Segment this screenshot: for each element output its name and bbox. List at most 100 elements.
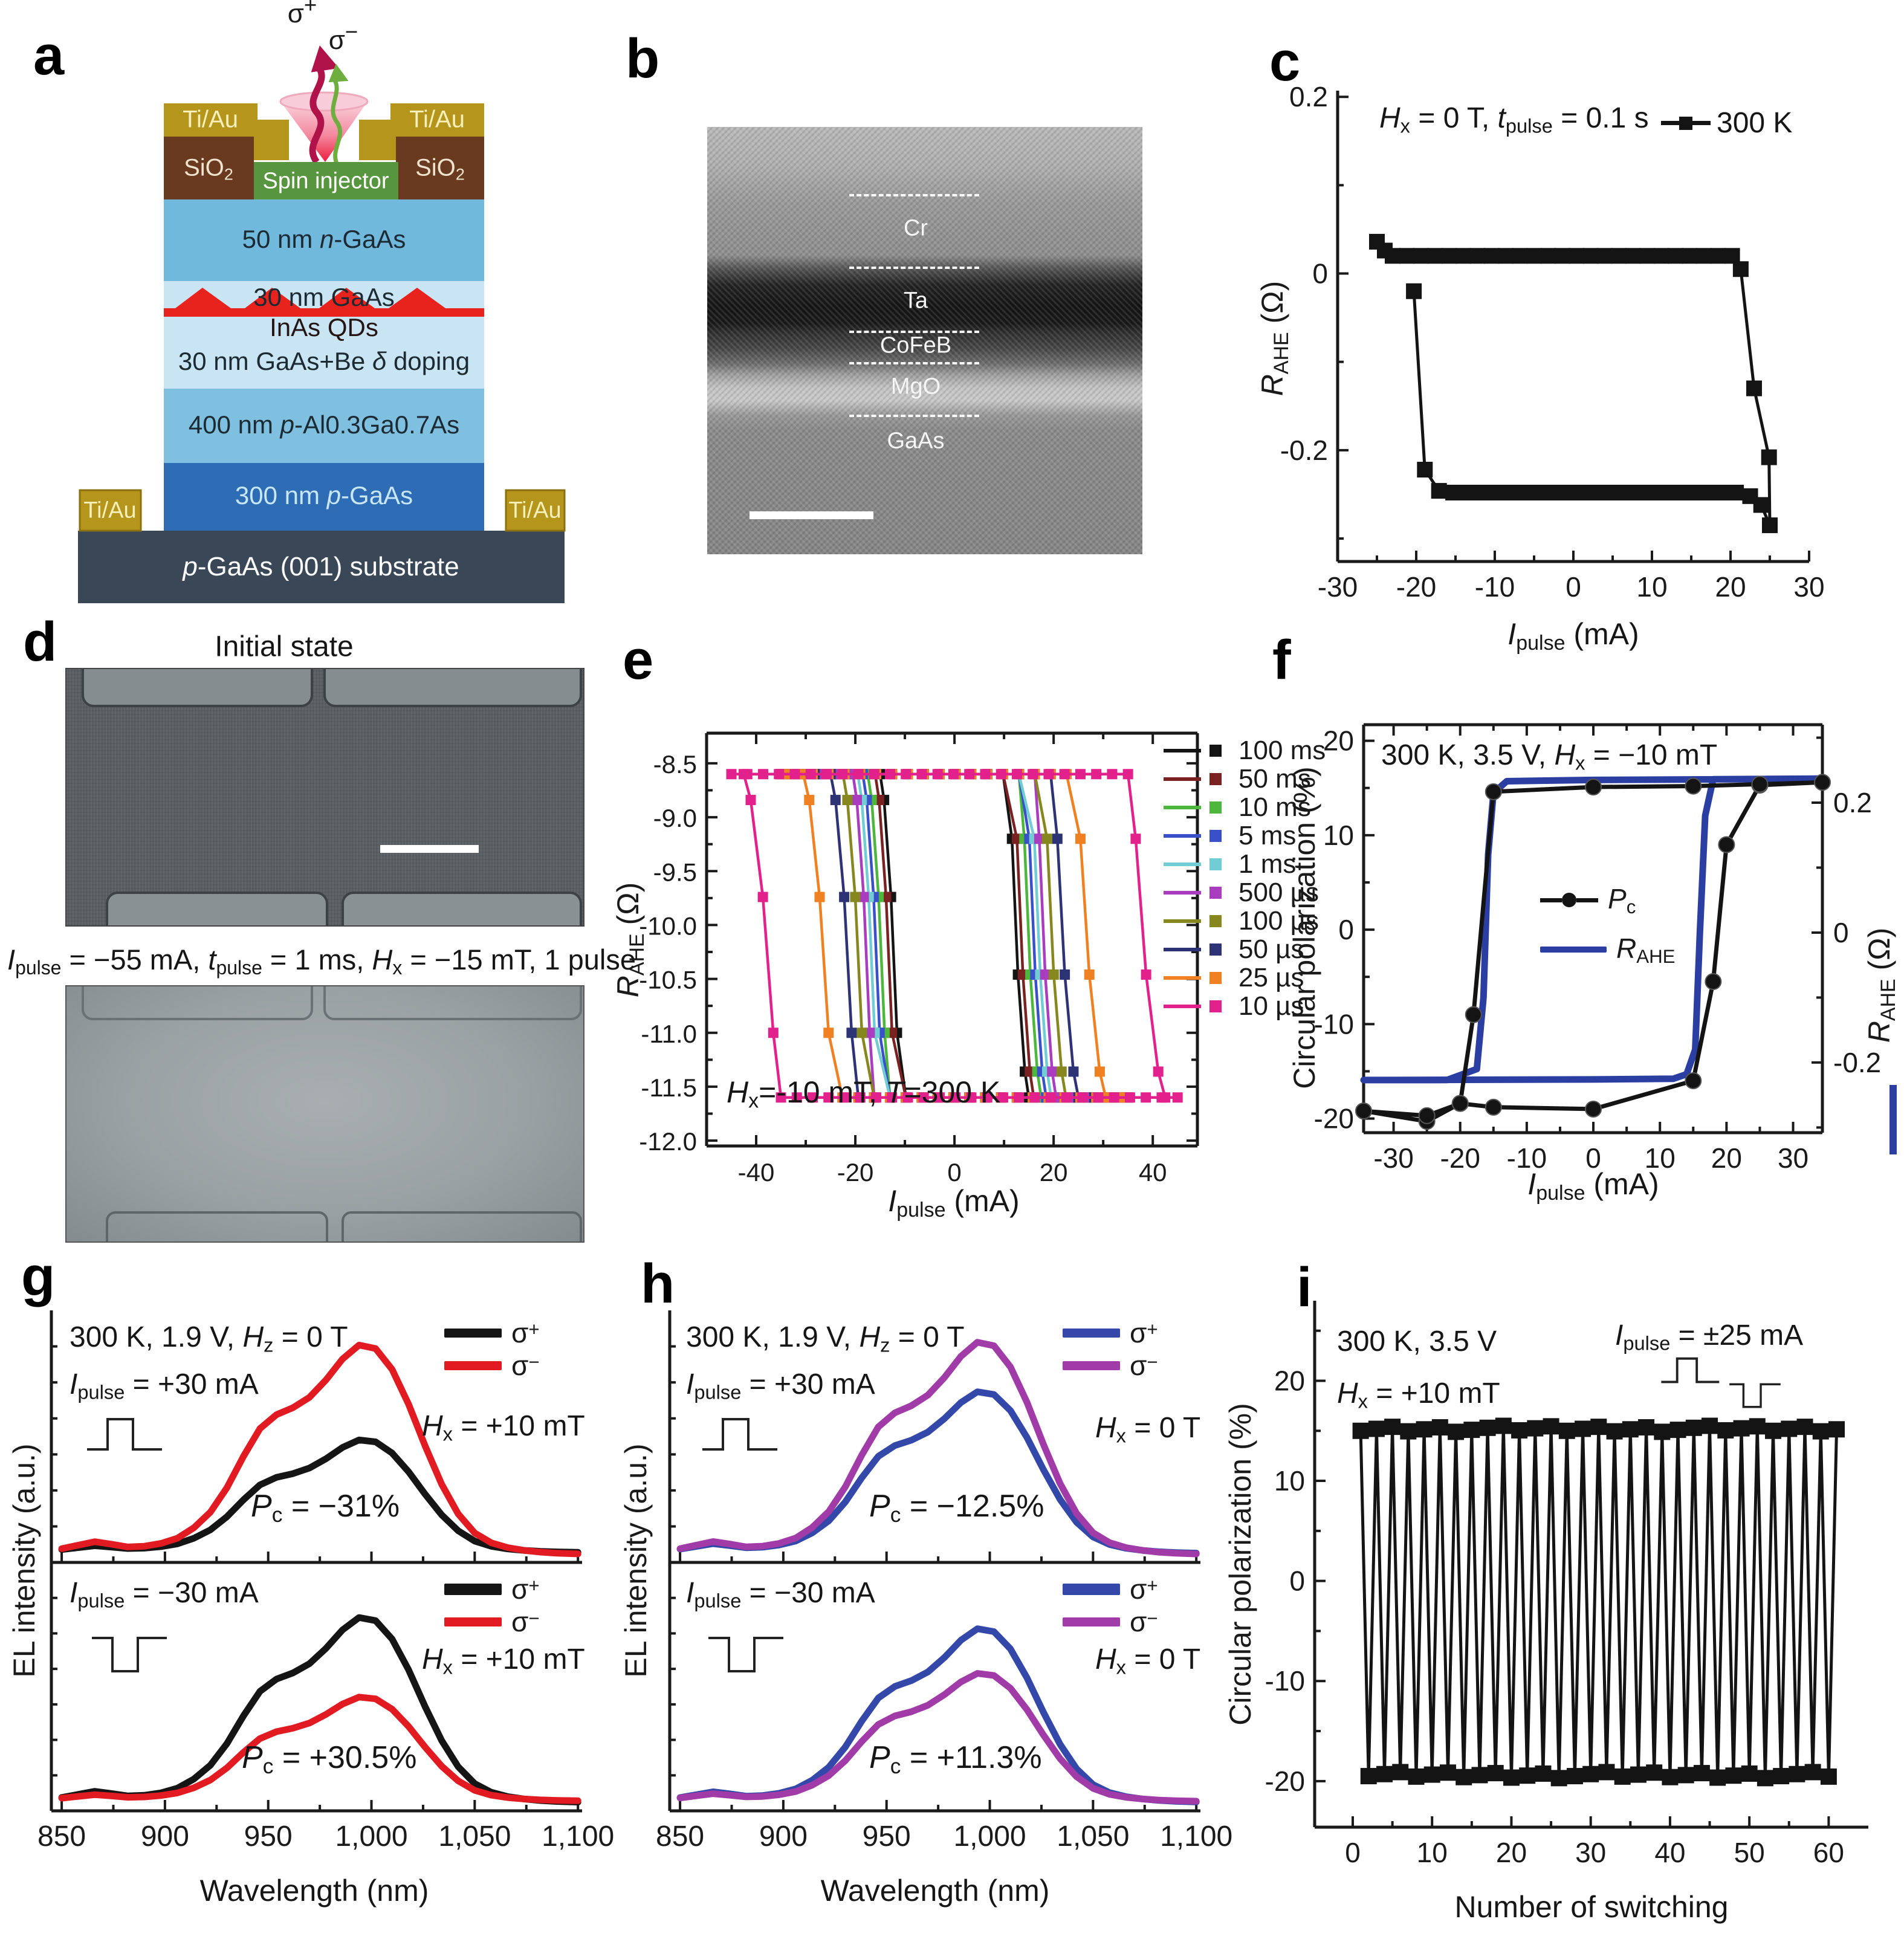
data-point [1431,1419,1448,1435]
data-point [1639,248,1656,264]
y-tick-label: -11.5 [641,1073,697,1102]
y-tick-label: -20 [1265,1766,1305,1797]
h-bottom-pc: Pc = +11.3% [869,1740,1042,1778]
legend-item: 25 µs [1164,963,1326,992]
data-point [1575,1420,1592,1437]
data-point [1075,769,1086,780]
data-point [869,769,879,780]
legend-item-sigma-minus: σ− [1063,1605,1158,1638]
data-point [871,1092,882,1103]
data-point [1075,833,1086,844]
legend-swatch [1164,862,1201,866]
x-tick-label: 30 [1575,1837,1606,1868]
legend-item: 50 µs [1164,934,1326,964]
right-axis-color-key [1889,1085,1897,1154]
series-sigma-minus [676,1670,1200,1805]
data-point [1519,1767,1536,1784]
layer-300nm [164,463,484,531]
legend-swatch [1164,805,1201,809]
legend-label: σ− [511,1606,540,1637]
data-point [1606,1423,1623,1440]
data-point [997,1092,1008,1103]
x-tick-label: 1,000 [953,1821,1026,1853]
data-point [1512,248,1528,264]
data-point [1820,1768,1837,1785]
data-point [1742,488,1758,504]
legend-swatch [1164,976,1201,980]
data-point [1662,1769,1679,1785]
data-point [1488,485,1504,500]
panel-label-g: g [21,1246,56,1307]
sigma-plus-label: σ+ [287,0,317,28]
y-tick-label: -10 [1265,1665,1305,1697]
x-tick-label: 10 [1636,571,1667,603]
data-point [1540,248,1556,264]
laser-cone [280,102,368,162]
series-sigma-minus [676,1339,1200,1558]
data-point [1587,485,1603,500]
data-point [1413,248,1429,264]
legend-item: 10 µs [1164,991,1326,1021]
x-tick-label: 30 [1793,571,1824,603]
chart-c-xlabel: Ipulse (mA) [1507,617,1639,655]
panel-label-f: f [1272,629,1291,691]
legend-swatch [1063,1361,1120,1370]
chart-c-conditions: Hx = 0 T, tpulse = 0.1 s [1379,102,1649,137]
data-point [1479,1419,1496,1436]
data-point [1625,248,1641,264]
data-point [830,795,841,806]
x-tick-label: 40 [1139,1158,1167,1186]
data-point [1611,248,1627,264]
legend-item-sigma-plus: σ+ [1063,1573,1158,1605]
data-point [948,769,959,780]
data-point [1399,248,1415,264]
x-tick-label: 10 [1417,1837,1448,1868]
data-point [1685,777,1702,795]
x-tick-label: 20 [1715,571,1746,603]
layer-boundary-line [849,331,979,333]
data-point [842,795,853,806]
x-tick-label: 850 [656,1821,704,1853]
data-point [1384,1419,1401,1435]
x-tick-label: 900 [141,1821,189,1853]
data-point [1385,248,1400,264]
data-point [901,769,912,780]
x-tick-label: 0 [1566,571,1581,603]
legend-marker [1209,801,1222,814]
data-point [1041,833,1052,844]
panel-label-d: d [23,611,57,673]
x-tick-label: 20 [1711,1142,1742,1174]
data-point [1406,283,1422,299]
data-point [966,1092,977,1103]
data-point [1465,1006,1482,1023]
sio2-left [164,137,254,199]
g-bottom-pc: Pc = +30.5% [242,1740,417,1778]
g-top-field: Hx = +10 mT [422,1410,585,1445]
y-tick-label: -0.2 [1280,435,1328,466]
chart-e-legend: 100 ms 50 ms 10 ms 5 ms 1 ms 500 µs 100 µs 50 µ… [1164,736,1326,1021]
legend-label: σ− [511,1350,540,1381]
data-point [839,1092,850,1103]
data-point [1408,1768,1425,1785]
chart-f-legend: Pc RAHE [1540,883,1676,966]
pulse-positive-icon [1661,1357,1720,1384]
data-point [932,769,943,780]
legend-marker [1209,971,1222,984]
data-point [855,1092,866,1103]
data-point [1094,1066,1105,1077]
contact-pad [82,669,313,707]
data-point [791,1092,802,1103]
x-tick-label: 1,050 [438,1821,511,1853]
y-tick-label: 0 [1338,914,1354,945]
data-point [1709,1769,1726,1786]
data-point [1052,833,1063,844]
data-point [1156,1092,1167,1103]
contact-pad [106,1211,328,1241]
data-point [1761,449,1777,465]
contact-pad [342,892,582,925]
data-point [1669,1422,1686,1439]
data-point [1153,1066,1164,1077]
data-point [884,769,895,780]
x-tick-label: 50 [1734,1837,1765,1868]
x-tick-label: 0 [1585,1142,1601,1174]
